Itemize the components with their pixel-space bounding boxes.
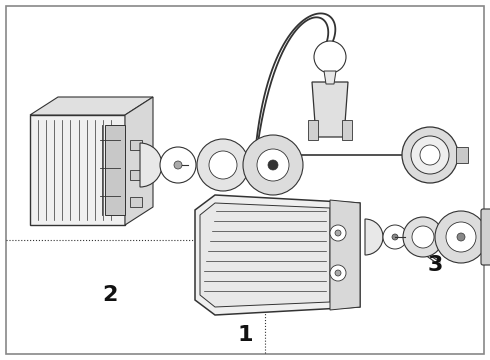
Circle shape <box>403 217 443 257</box>
Bar <box>308 120 318 140</box>
Circle shape <box>412 226 434 248</box>
Bar <box>456 147 468 163</box>
Circle shape <box>257 149 289 181</box>
Wedge shape <box>140 143 162 187</box>
Polygon shape <box>324 71 336 84</box>
Wedge shape <box>365 219 383 255</box>
Bar <box>105 125 125 215</box>
FancyBboxPatch shape <box>481 209 490 265</box>
Circle shape <box>335 270 341 276</box>
Bar <box>30 115 125 225</box>
Circle shape <box>446 222 476 252</box>
Circle shape <box>457 233 465 241</box>
Circle shape <box>268 160 278 170</box>
Circle shape <box>160 147 196 183</box>
Circle shape <box>335 230 341 236</box>
Circle shape <box>330 265 346 281</box>
Bar <box>342 120 352 140</box>
Polygon shape <box>195 195 360 315</box>
Polygon shape <box>330 200 360 310</box>
Circle shape <box>383 225 407 249</box>
Circle shape <box>314 41 346 73</box>
Bar <box>130 170 142 180</box>
Polygon shape <box>30 97 153 115</box>
Circle shape <box>392 234 398 240</box>
Circle shape <box>197 139 249 191</box>
Polygon shape <box>200 203 330 307</box>
Text: 3: 3 <box>427 255 442 275</box>
Circle shape <box>402 127 458 183</box>
Circle shape <box>209 151 237 179</box>
Text: 1: 1 <box>237 325 253 345</box>
Circle shape <box>435 211 487 263</box>
Bar <box>130 140 142 150</box>
Circle shape <box>420 145 440 165</box>
Text: 2: 2 <box>102 285 118 305</box>
Polygon shape <box>312 82 348 137</box>
Circle shape <box>411 136 449 174</box>
Polygon shape <box>125 97 153 225</box>
Circle shape <box>174 161 182 169</box>
Bar <box>130 197 142 207</box>
Circle shape <box>330 225 346 241</box>
Circle shape <box>243 135 303 195</box>
